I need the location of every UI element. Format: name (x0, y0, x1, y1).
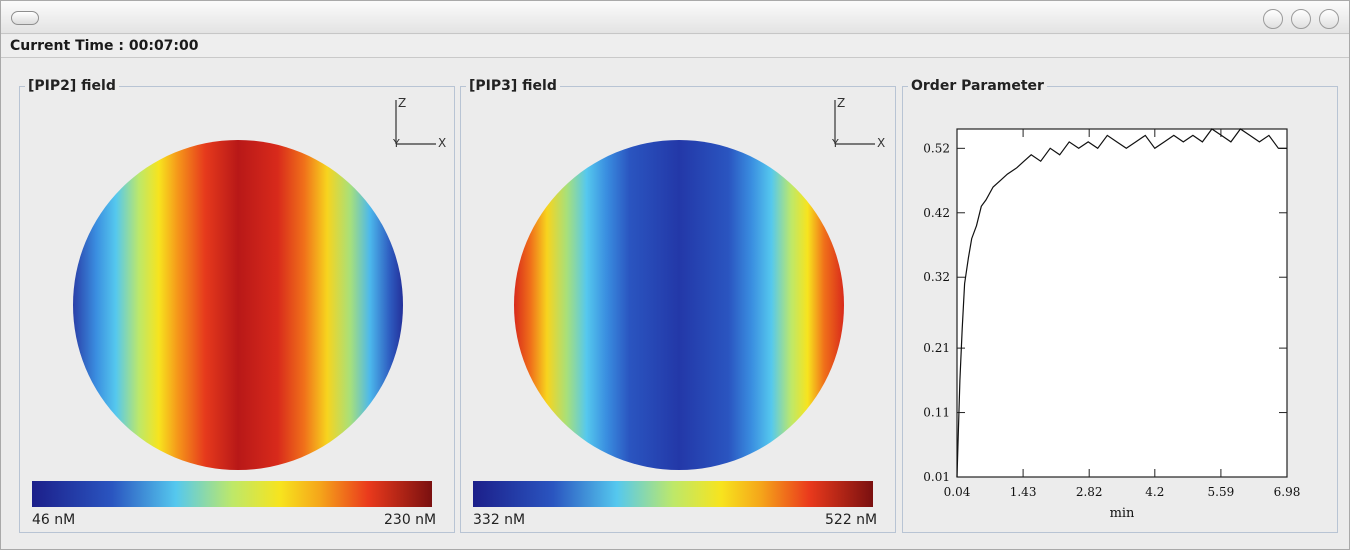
title-bar (1, 1, 1349, 34)
pip2-max-label: 230 nM (384, 512, 437, 528)
x-tick-label: 1.43 (1010, 485, 1037, 499)
window-button-3[interactable] (1319, 9, 1339, 29)
pip2-axis-z-label: Z (398, 96, 406, 110)
pip3-axis-y-label: Y (831, 137, 839, 150)
pip3-axis-x-label: X (877, 136, 885, 150)
pip2-sphere (73, 140, 403, 470)
order-parameter-line (956, 128, 1287, 478)
x-tick-label: 5.59 (1208, 485, 1235, 499)
pip2-colorbar (32, 481, 432, 507)
pip2-axis-y-label: Y (392, 137, 400, 150)
y-tick-label: 0.32 (923, 270, 950, 284)
pip3-panel: [PIP3] field Z Y X (460, 78, 896, 533)
pip2-panel-title: [PIP2] field (25, 78, 119, 94)
pip3-max-label: 522 nM (825, 512, 878, 528)
x-tick-label: 4.2 (1145, 485, 1164, 499)
toolbar-toggle-button[interactable] (11, 11, 39, 25)
pip2-axes-icon: Z Y X (392, 96, 446, 150)
pip2-min-label: 46 nM (32, 512, 76, 528)
order-panel-title: Order Parameter (908, 78, 1047, 94)
y-tick-label: 0.52 (923, 141, 950, 155)
window-button-2[interactable] (1291, 9, 1311, 29)
order-parameter-chart: 0.01 0.11 0.21 0.32 0.42 0.52 0.04 1.43 2.82 4.2… (923, 128, 1301, 521)
pip3-axes-icon: Z Y X (831, 96, 885, 150)
order-panel: Order Parameter 0.01 0.11 0.21 0.32 0.42 0.52… (902, 78, 1338, 533)
pip3-colorbar (473, 481, 873, 507)
pip2-panel: [PIP2] field Z Y X (19, 78, 455, 533)
pip3-axis-z-label: Z (837, 96, 845, 110)
y-tick-label: 0.11 (923, 406, 950, 420)
x-tick-label: 0.04 (944, 485, 971, 499)
y-tick-label: 0.21 (923, 341, 950, 355)
x-tick-label: 6.98 (1274, 485, 1301, 499)
current-time-label: Current Time : 00:07:00 (10, 38, 199, 54)
pip3-panel-title: [PIP3] field (466, 78, 560, 94)
pip3-min-label: 332 nM (473, 512, 526, 528)
y-tick-label: 0.01 (923, 470, 950, 484)
pip3-sphere (514, 140, 844, 470)
plot-area (956, 128, 1288, 478)
window-button-1[interactable] (1263, 9, 1283, 29)
time-bar: Current Time : 00:07:00 (1, 35, 1349, 58)
x-axis-label: min (1110, 506, 1135, 521)
x-tick-label: 2.82 (1076, 485, 1103, 499)
pip2-axis-x-label: X (438, 136, 446, 150)
y-tick-label: 0.42 (923, 206, 950, 220)
